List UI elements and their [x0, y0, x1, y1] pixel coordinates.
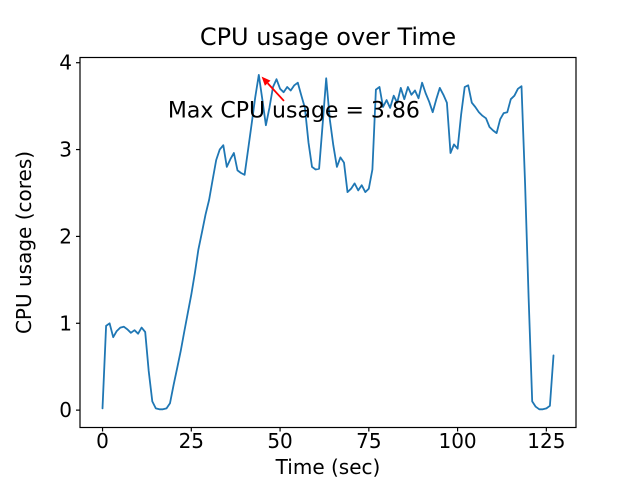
y-tick-label: 4: [59, 51, 72, 75]
x-tick-label: 50: [267, 429, 292, 453]
annotation-arrow-head: [261, 76, 271, 86]
chart-title: CPU usage over Time: [200, 23, 456, 51]
y-axis-label: CPU usage (cores): [12, 151, 36, 334]
y-tick-label: 3: [59, 138, 72, 162]
axes-frame: [79, 56, 577, 429]
x-axis-label: Time (sec): [275, 455, 381, 479]
y-tick-label: 0: [59, 398, 72, 422]
y-tick-label: 2: [59, 224, 72, 248]
x-tick-label: 125: [527, 429, 565, 453]
max-cpu-annotation: Max CPU usage = 3.86: [168, 98, 420, 123]
x-tick-label: 100: [438, 429, 476, 453]
annotation-arrow-shaft: [267, 82, 285, 102]
x-tick-label: 25: [179, 429, 204, 453]
y-tick-label: 1: [59, 311, 72, 335]
plot-area: [80, 57, 576, 428]
cpu-usage-line-series: [101, 74, 555, 411]
x-tick-label: 75: [356, 429, 381, 453]
x-tick-label: 0: [96, 429, 109, 453]
